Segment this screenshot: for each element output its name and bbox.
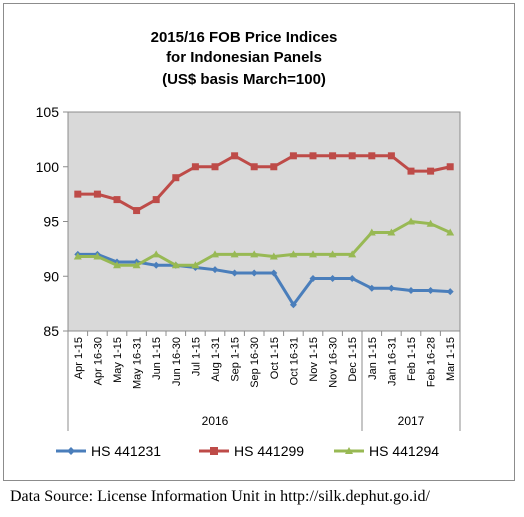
data-point (446, 163, 454, 171)
data-point (93, 190, 101, 198)
x-tick-label: Apr 16-30 (92, 337, 104, 385)
data-point (329, 152, 337, 160)
data-point (289, 152, 297, 160)
data-point (367, 228, 376, 236)
data-point (289, 301, 297, 309)
data-point (446, 288, 454, 296)
data-point (309, 274, 317, 282)
x-tick-label: Nov 16-30 (328, 337, 340, 388)
data-point (231, 269, 239, 277)
data-point (427, 167, 435, 175)
data-point (269, 252, 278, 260)
y-tick-label: 85 (43, 323, 59, 339)
x-tick-label: Jan 16-31 (386, 337, 398, 386)
x-tick-label: May 1-15 (112, 337, 124, 383)
x-tick-label: Sep 16-30 (249, 337, 261, 388)
y-tick-label: 90 (43, 268, 59, 284)
data-point (211, 163, 219, 171)
series-line (77, 220, 451, 267)
legend-label: HS 441294 (369, 443, 439, 459)
data-point (348, 250, 357, 258)
x-tick-label: Jan 1-15 (367, 337, 379, 380)
chart-svg: 2015/16 FOB Price Indices for Indonesian… (36, 29, 461, 459)
data-point (309, 250, 317, 258)
data-point (387, 152, 395, 160)
x-tick-label: Mar 1-15 (445, 337, 457, 381)
x-tick-label: Aug 1-31 (210, 337, 222, 382)
data-point (387, 228, 396, 236)
data-point (73, 252, 82, 260)
chart-title-line-1: 2015/16 FOB Price Indices (151, 29, 338, 46)
data-point (113, 261, 121, 269)
data-point (407, 217, 415, 225)
data-point (407, 286, 415, 294)
data-point (230, 250, 239, 258)
data-point (152, 250, 161, 258)
legend-marker (67, 447, 75, 455)
data-point (250, 163, 258, 171)
data-point (93, 252, 102, 260)
x-tick-label: May 16-31 (132, 337, 144, 389)
data-source-caption: Data Source: License Information Unit in… (10, 488, 430, 505)
x-tick-label: Nov 1-15 (308, 337, 320, 382)
data-point (407, 167, 415, 175)
x-tick-label: Apr 1-15 (73, 337, 85, 379)
data-point (191, 261, 200, 269)
legend-label: HS 441299 (234, 443, 304, 459)
data-point (387, 284, 395, 292)
x-tick-label: Feb 1-15 (406, 337, 418, 381)
chart-frame: 2015/16 FOB Price Indices for Indonesian… (3, 3, 515, 481)
chart-title-line-2: for Indonesian Panels (166, 49, 322, 66)
legend-marker (345, 447, 353, 454)
y-tick-label: 105 (36, 104, 60, 120)
data-point (191, 163, 199, 171)
data-point (328, 250, 337, 258)
data-point (113, 196, 121, 204)
plot-background (67, 111, 461, 332)
legend: HS 441231 HS 441299 HS 441294 (56, 443, 439, 459)
x-tick-label: Dec 1-15 (347, 337, 359, 382)
data-point (270, 269, 278, 277)
x-tick-label: Jun 1-15 (151, 337, 163, 380)
y-tick-label: 95 (43, 214, 59, 230)
data-point (426, 219, 435, 227)
data-point (368, 284, 376, 292)
year-group-label: 2017 (398, 414, 425, 428)
legend-label: HS 441231 (91, 443, 161, 459)
data-point (231, 152, 239, 160)
data-point (211, 250, 219, 258)
x-tick-label: Jun 16-30 (171, 337, 183, 386)
data-point (309, 152, 317, 160)
x-tick-label: Jul 1-15 (190, 337, 202, 376)
x-tick-label: Oct 16-31 (288, 337, 300, 385)
data-point (348, 152, 356, 160)
data-point (250, 269, 258, 277)
x-tick-label: Sep 1-15 (230, 337, 242, 382)
data-point (250, 250, 259, 258)
data-point (427, 286, 435, 294)
data-point (171, 261, 180, 269)
x-tick-label: Oct 1-15 (269, 337, 281, 379)
data-point (289, 250, 298, 258)
year-group-label: 2016 (202, 414, 229, 428)
data-point (446, 228, 455, 236)
x-tick-label: Feb 16-28 (426, 337, 438, 387)
data-point (74, 190, 82, 198)
data-point (211, 266, 219, 274)
data-point (368, 152, 376, 160)
data-point (132, 261, 141, 269)
data-point (152, 196, 160, 204)
data-point (270, 163, 278, 171)
data-point (348, 274, 356, 282)
legend-marker (210, 447, 218, 455)
plot-area: 85 90 95 100 105 Apr 1-15 Apr 16-30 May 1-15 May… (36, 104, 461, 431)
data-point (152, 261, 160, 269)
y-tick-label: 100 (36, 159, 60, 175)
data-point (329, 274, 337, 282)
data-point (133, 207, 141, 215)
data-point (172, 174, 180, 182)
chart-title-line-3: (US$ basis March=100) (162, 71, 326, 88)
